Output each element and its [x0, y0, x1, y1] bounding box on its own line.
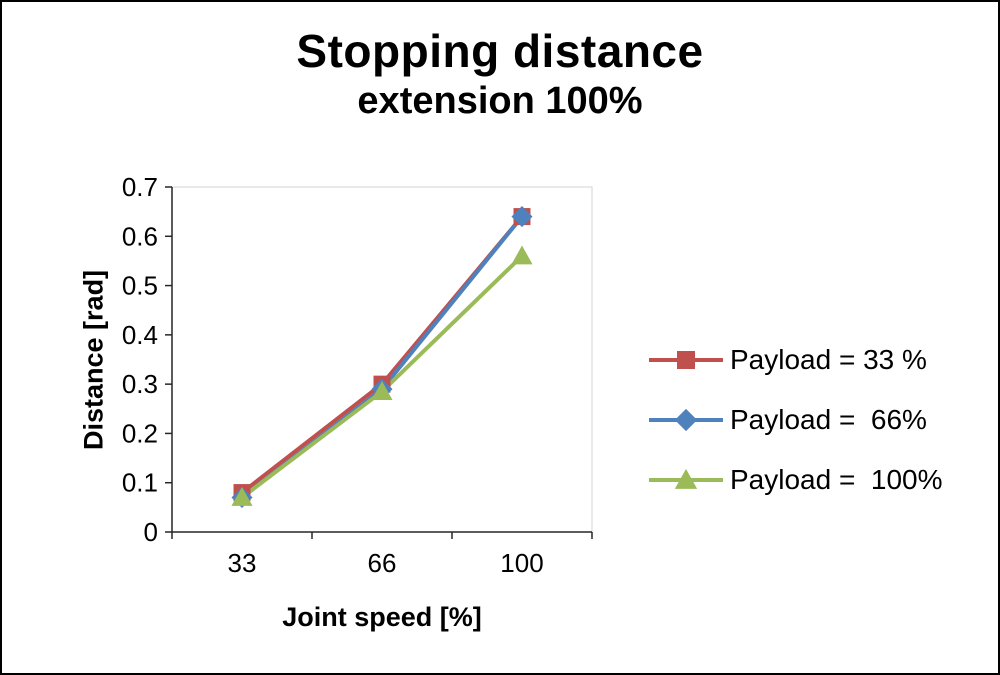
marker-triangle	[371, 380, 393, 400]
marker-triangle	[231, 486, 253, 506]
plot-background	[171, 186, 593, 533]
marker-triangle	[511, 245, 533, 265]
legend-item-1: Payload = 66%	[647, 404, 943, 436]
legend-swatch	[649, 408, 723, 432]
legend-swatch	[649, 468, 723, 489]
y-tick-label: 0.1	[122, 468, 158, 498]
y-tick-label: 0.4	[122, 320, 158, 350]
y-tick-label: 0.6	[122, 221, 158, 251]
marker-square	[677, 351, 695, 369]
y-tick-label: 0.5	[122, 271, 158, 301]
chart-title-block: Stopping distance extension 100%	[2, 25, 998, 125]
x-tick-label: 33	[228, 548, 257, 578]
legend: Payload = 33 % Payload = 66% Payload = 100…	[647, 344, 943, 496]
chart-subtitle: extension 100%	[357, 79, 643, 122]
x-axis-title: Joint speed [%]	[282, 602, 482, 632]
x-tick-label: 100	[500, 548, 543, 578]
y-tick-label: 0	[144, 517, 158, 547]
legend-label: Payload = 66%	[730, 404, 927, 435]
y-axis-title: Distance [rad]	[78, 269, 109, 450]
plot-area: 0 0.1 0.2 0.3 0.4 0.5 0.6 0.7 33 66 100	[122, 172, 593, 578]
y-tick-label: 0.7	[122, 172, 158, 202]
x-tick-label: 66	[368, 548, 397, 578]
legend-item-0: Payload = 33 %	[647, 344, 943, 376]
legend-swatch	[649, 351, 723, 369]
marker-triangle	[674, 468, 698, 489]
y-tick-label: 0.2	[122, 418, 158, 448]
legend-label: Payload = 100%	[730, 464, 943, 495]
marker-diamond	[511, 206, 533, 228]
marker-diamond	[674, 408, 698, 432]
legend-label: Payload = 33 %	[730, 344, 927, 375]
y-tick-label: 0.3	[122, 369, 158, 399]
legend-item-2: Payload = 100%	[647, 464, 943, 496]
chart-title: Stopping distance	[296, 25, 704, 77]
